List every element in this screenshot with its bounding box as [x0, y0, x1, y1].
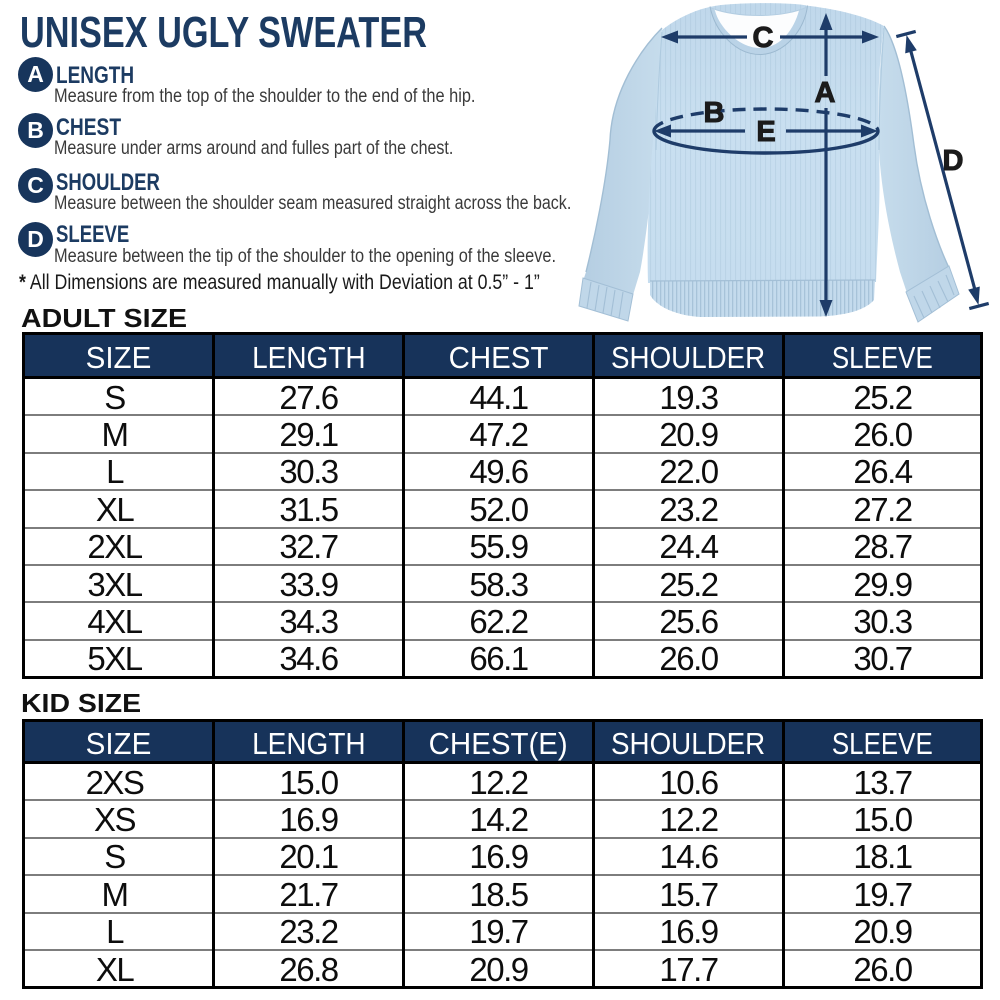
svg-text:E: E [756, 116, 775, 148]
svg-text:D: D [943, 145, 964, 177]
svg-text:B: B [704, 97, 725, 129]
svg-text:C: C [753, 22, 774, 54]
svg-text:A: A [815, 77, 836, 109]
